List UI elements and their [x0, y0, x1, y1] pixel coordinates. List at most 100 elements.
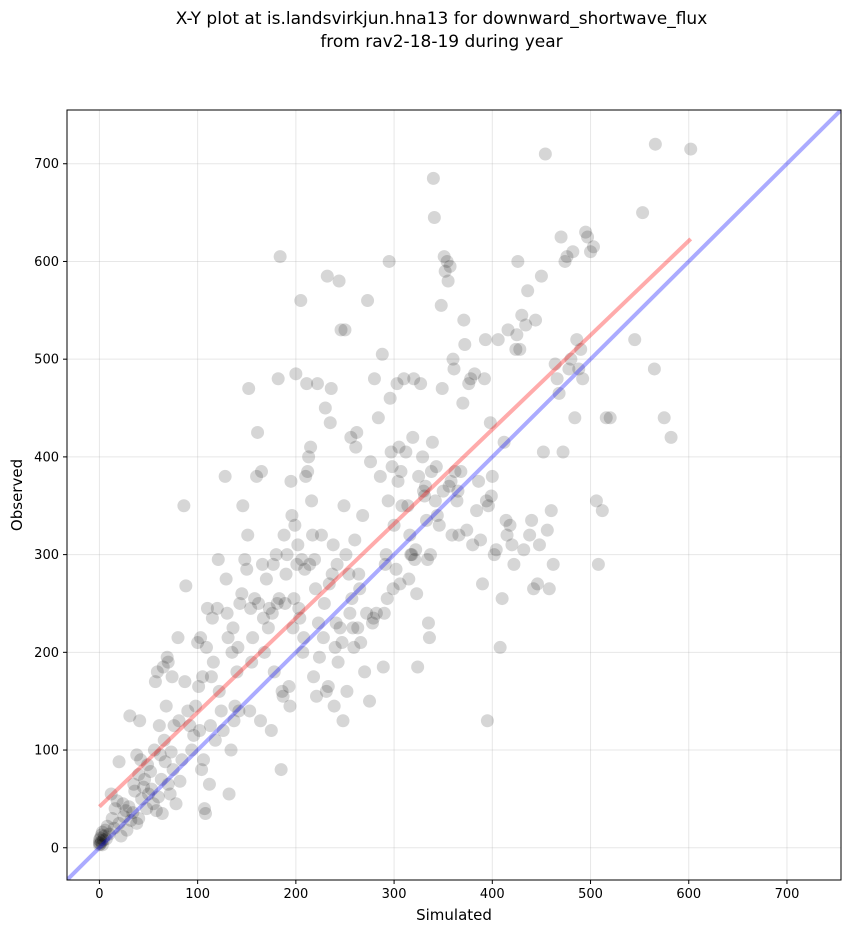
data-point [147, 743, 161, 757]
x-tick-label: 700 [775, 887, 800, 902]
data-point [378, 557, 392, 571]
data-point [430, 509, 444, 523]
data-point [119, 804, 133, 818]
data-point [376, 660, 390, 674]
data-point [419, 479, 433, 493]
data-point [95, 838, 109, 852]
data-point [156, 660, 170, 674]
data-point [163, 787, 177, 801]
data-point [218, 469, 232, 483]
data-point [384, 445, 398, 459]
data-point [212, 684, 226, 698]
data-point [351, 621, 365, 635]
reference-lines [67, 110, 841, 880]
data-point [221, 631, 235, 645]
data-point [301, 465, 315, 479]
data-point [443, 259, 457, 273]
data-point [222, 787, 236, 801]
data-point [150, 665, 164, 679]
data-point [466, 538, 480, 552]
data-point [92, 833, 106, 847]
data-point [332, 274, 346, 288]
data-point [369, 606, 383, 620]
data-point [556, 445, 570, 459]
data-point [371, 411, 385, 425]
data-point [94, 828, 108, 842]
data-point [303, 557, 317, 571]
data-point [523, 528, 537, 542]
data-point [280, 548, 294, 562]
data-point [292, 601, 306, 615]
data-point [380, 592, 394, 606]
data-point [647, 362, 661, 376]
data-point [289, 367, 303, 381]
data-point [126, 806, 140, 820]
data-point [546, 557, 560, 571]
data-point [410, 587, 424, 601]
data-point [189, 699, 203, 713]
data-point [411, 660, 425, 674]
data-point [348, 533, 362, 547]
data-point [144, 782, 158, 796]
data-point [214, 704, 228, 718]
data-point [354, 636, 368, 650]
data-point [97, 829, 111, 843]
data-point [470, 504, 484, 518]
data-point [407, 372, 421, 386]
data-point [349, 440, 363, 454]
data-point [404, 548, 418, 562]
data-point [269, 548, 283, 562]
data-point [266, 557, 280, 571]
data-point [501, 323, 515, 337]
data-point [401, 499, 415, 513]
data-point [254, 465, 268, 479]
data-point [295, 552, 309, 566]
data-point [325, 567, 339, 581]
data-point [309, 689, 323, 703]
data-point [334, 323, 348, 337]
data-point [167, 719, 181, 733]
data-point [148, 675, 162, 689]
data-point [259, 572, 273, 586]
data-point [99, 832, 113, 846]
data-point [389, 562, 403, 576]
data-point [153, 748, 167, 762]
data-point [275, 684, 289, 698]
data-point [248, 592, 262, 606]
data-point [586, 240, 600, 254]
data-point [135, 792, 149, 806]
data-point [154, 772, 168, 786]
data-point [211, 552, 225, 566]
data-point [468, 367, 482, 381]
data-point [300, 377, 314, 391]
data-point [434, 298, 448, 312]
data-point [548, 357, 562, 371]
y-tick-label: 400 [34, 450, 59, 465]
data-point [308, 552, 322, 566]
data-point [252, 596, 266, 610]
x-tick-label: 100 [185, 887, 210, 902]
data-point [489, 543, 503, 557]
data-point [360, 606, 374, 620]
data-point [452, 528, 466, 542]
data-point [420, 552, 434, 566]
data-point [352, 567, 366, 581]
data-point [199, 640, 213, 654]
data-points [92, 137, 698, 852]
data-point [130, 816, 144, 830]
data-point [230, 665, 244, 679]
data-point [532, 538, 546, 552]
data-point [122, 800, 136, 814]
data-point [511, 254, 525, 268]
data-point [589, 494, 603, 508]
data-point [321, 680, 335, 694]
data-point [298, 562, 312, 576]
data-point [262, 601, 276, 615]
data-point [299, 469, 313, 483]
data-point [457, 313, 471, 327]
data-point [143, 765, 157, 779]
data-point [339, 548, 353, 562]
data-point [142, 787, 156, 801]
data-point [205, 611, 219, 625]
